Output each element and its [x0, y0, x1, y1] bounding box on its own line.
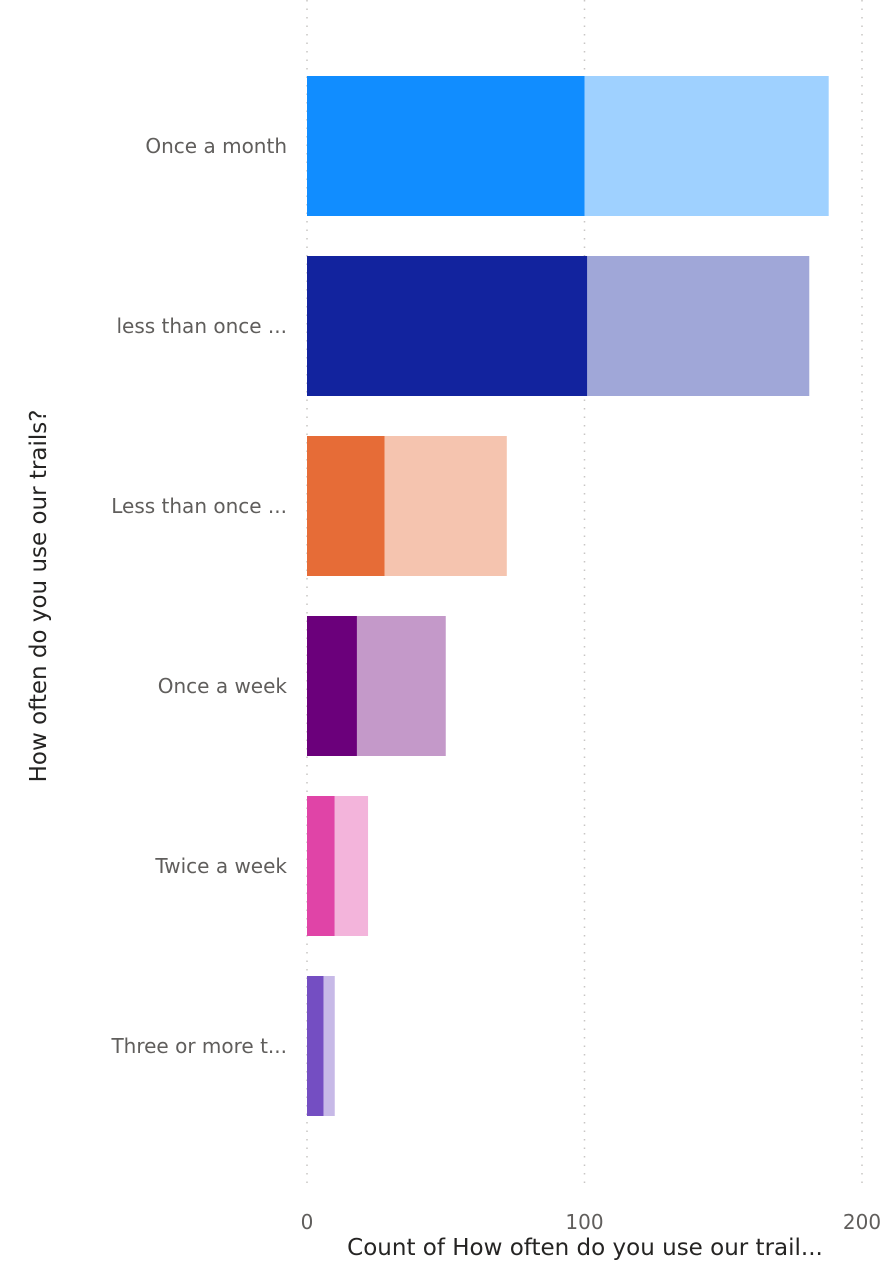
- bar-segment[interactable]: [334, 796, 369, 936]
- bar-segment[interactable]: [584, 76, 829, 216]
- category-label: Three or more t...: [110, 1034, 287, 1058]
- bar-segment[interactable]: [307, 256, 588, 396]
- bar-segment[interactable]: [384, 436, 507, 576]
- category-labels: Once a month less than once ... Less than …: [110, 134, 287, 1058]
- gridlines: [306, 0, 863, 1190]
- bar-segment[interactable]: [307, 616, 357, 756]
- bar-segment[interactable]: [356, 616, 446, 756]
- bar-segment[interactable]: [323, 976, 335, 1116]
- x-tick-label: 100: [565, 1210, 603, 1234]
- bar-segment[interactable]: [307, 976, 324, 1116]
- category-label: less than once ...: [116, 314, 287, 338]
- bar-segment[interactable]: [307, 436, 385, 576]
- bar-segment[interactable]: [307, 76, 585, 216]
- category-label: Once a month: [145, 134, 287, 158]
- x-axis-title: Count of How often do you use our trail.…: [347, 1235, 823, 1261]
- category-label: Twice a week: [154, 854, 287, 878]
- bar-segment[interactable]: [587, 256, 810, 396]
- bars: [307, 76, 829, 1116]
- x-tick-label: 200: [843, 1210, 881, 1234]
- x-tick-label: 0: [301, 1210, 314, 1234]
- bar-segment[interactable]: [307, 796, 335, 936]
- y-axis-title: How often do you use our trails?: [26, 410, 52, 783]
- category-label: Less than once ...: [111, 494, 287, 518]
- x-tick-labels: 0 100 200: [301, 1210, 881, 1234]
- category-label: Once a week: [158, 674, 288, 698]
